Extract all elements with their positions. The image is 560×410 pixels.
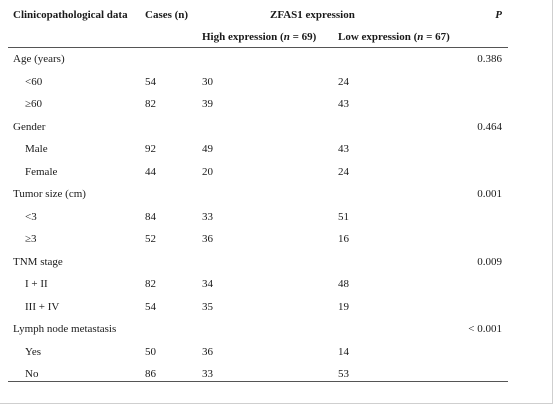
header-row-1: Clinicopathological data Cases (n) ZFAS1… xyxy=(8,4,508,26)
cases-cell: 82 xyxy=(145,98,156,110)
group-row: Gender 0.464 xyxy=(8,116,508,138)
group-label: Age (years) xyxy=(13,53,65,65)
low-expression-cell: 16 xyxy=(338,233,349,245)
header-p-value: P xyxy=(495,9,502,21)
header-cases: Cases (n) xyxy=(145,9,189,21)
high-expression-cell: 34 xyxy=(202,278,213,290)
p-value-cell: < 0.001 xyxy=(468,323,502,335)
cases-cell: 54 xyxy=(145,300,156,313)
table-row: Yes 50 36 14 xyxy=(8,341,508,363)
low-expression-cell: 43 xyxy=(338,98,349,110)
high-expression-cell: 36 xyxy=(202,233,213,245)
row-label: I + II xyxy=(25,278,48,290)
table-row: <60 54 30 24 xyxy=(8,71,508,93)
high-expression-cell: 20 xyxy=(202,165,213,178)
table-row: No 86 33 53 xyxy=(8,363,508,385)
group-row: TNM stage 0.009 xyxy=(8,251,508,273)
high-expression-cell: 35 xyxy=(202,300,213,313)
header-divider xyxy=(8,47,508,48)
row-label: Male xyxy=(25,143,48,155)
table-row: ≥3 52 36 16 xyxy=(8,228,508,250)
header-row-2: High expression (n = 69) Low expression … xyxy=(8,26,508,48)
high-expression-cell: 33 xyxy=(202,210,213,223)
high-expression-cell: 33 xyxy=(202,368,213,380)
cases-cell: 52 xyxy=(145,233,156,245)
low-expression-cell: 48 xyxy=(338,278,349,290)
row-label: ≥60 xyxy=(25,98,43,110)
p-value-cell: 0.464 xyxy=(477,120,502,133)
group-row: Lymph node metastasis < 0.001 xyxy=(8,318,508,340)
high-expression-cell: 39 xyxy=(202,98,213,110)
high-expression-cell: 30 xyxy=(202,75,213,88)
cases-cell: 82 xyxy=(145,278,156,290)
low-expression-cell: 53 xyxy=(338,368,349,380)
p-value-cell: 0.386 xyxy=(477,53,502,65)
cases-cell: 84 xyxy=(145,210,156,223)
table-row: I + II 82 34 48 xyxy=(8,273,508,295)
table-page: Clinicopathological data Cases (n) ZFAS1… xyxy=(0,0,553,404)
table-row: ≥60 82 39 43 xyxy=(8,93,508,115)
low-expression-cell: 19 xyxy=(338,300,349,313)
cases-cell: 50 xyxy=(145,345,156,358)
group-label: TNM stage xyxy=(13,255,63,268)
header-zfas1-expression: ZFAS1 expression xyxy=(270,9,355,21)
group-label: Lymph node metastasis xyxy=(13,323,117,335)
table-row: Female 44 20 24 xyxy=(8,161,508,183)
low-expression-cell: 43 xyxy=(338,143,349,155)
cases-cell: 54 xyxy=(145,75,156,88)
p-value-cell: 0.009 xyxy=(477,255,502,268)
low-expression-cell: 24 xyxy=(338,165,349,178)
row-label: III + IV xyxy=(25,300,60,313)
group-row: Tumor size (cm) 0.001 xyxy=(8,183,508,205)
p-value-cell: 0.001 xyxy=(477,188,502,200)
row-label: <60 xyxy=(25,75,43,88)
high-expression-cell: 36 xyxy=(202,345,213,358)
group-label: Tumor size (cm) xyxy=(13,188,86,200)
group-label: Gender xyxy=(13,120,46,133)
cases-cell: 92 xyxy=(145,143,156,155)
row-label: <3 xyxy=(25,210,37,223)
row-label: Yes xyxy=(25,345,42,358)
high-expression-cell: 49 xyxy=(202,143,213,155)
header-high-expression: High expression (n = 69) xyxy=(202,31,317,43)
table-row: Male 92 49 43 xyxy=(8,138,508,160)
table-row: <3 84 33 51 xyxy=(8,206,508,228)
row-label: Female xyxy=(25,165,58,178)
row-label: No xyxy=(25,368,39,380)
table-row: III + IV 54 35 19 xyxy=(8,296,508,318)
cases-cell: 86 xyxy=(145,368,156,380)
low-expression-cell: 24 xyxy=(338,75,349,88)
group-row: Age (years) 0.386 xyxy=(8,48,508,70)
low-expression-cell: 14 xyxy=(338,345,349,358)
header-low-expression: Low expression (n = 67) xyxy=(338,31,450,43)
cases-cell: 44 xyxy=(145,165,156,178)
low-expression-cell: 51 xyxy=(338,210,349,223)
row-label: ≥3 xyxy=(25,233,37,245)
header-clinicopathological-data: Clinicopathological data xyxy=(13,9,128,21)
bottom-rule xyxy=(8,381,508,382)
